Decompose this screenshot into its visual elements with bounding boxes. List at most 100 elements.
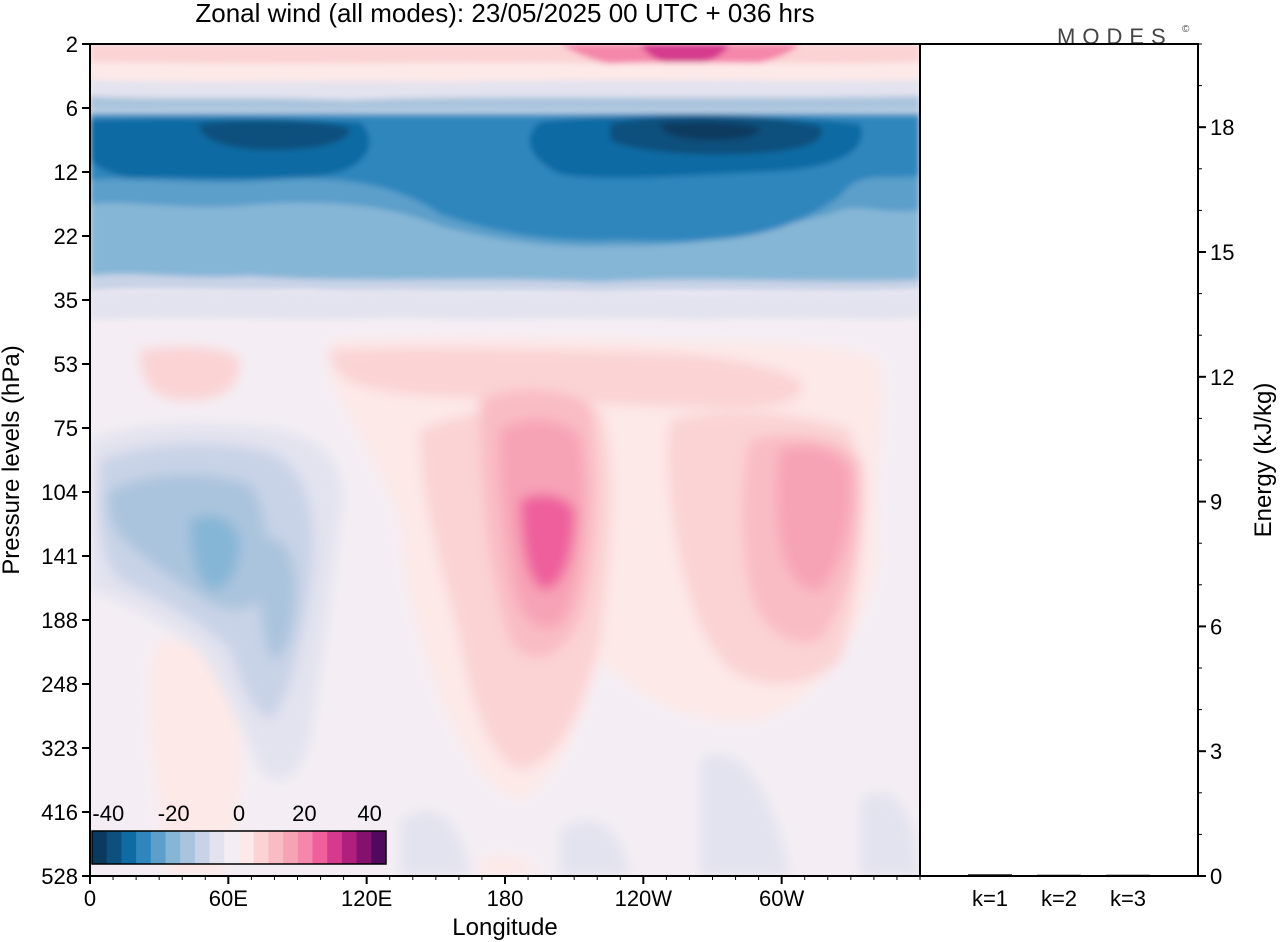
energy-panel: 0 3 6 9 12 15 18 k=1 k=2 k=3 Energy (kJ/kg) [919,43,1277,911]
colorbar-swatch [209,831,225,864]
energy-axis: 0 3 6 9 12 15 18 [1198,43,1234,889]
colorbar-tick-label: 40 [357,801,381,826]
surface-pink-streak [480,855,540,876]
pressure-tick-label: 528 [41,864,78,889]
pressure-tick-label: 6 [66,96,78,121]
colorbar-swatch [121,831,137,864]
colorbar-swatch [92,831,108,864]
colorbar-swatch [341,831,358,864]
westerly-patch-west [140,346,240,401]
surface-streak-1 [400,810,470,876]
colorbar-swatch [297,831,313,864]
energy-tick-label: 15 [1210,240,1234,265]
energy-tick-label: 6 [1210,614,1222,639]
pressure-tick-label: 416 [41,800,78,825]
easterly-peak [660,121,760,140]
westerly-180-core [520,494,575,590]
surface-streak-2 [560,820,630,876]
wavenumber-label: k=1 [972,886,1008,911]
surface-streak-4 [860,792,920,876]
layer-top-blue [90,96,920,114]
energy-axis-label: Energy (kJ/kg) [1250,383,1277,538]
energy-tick-label: 0 [1210,864,1222,889]
colorbar-swatch [150,831,166,864]
chart-title: Zonal wind (all modes): 23/05/2025 00 UT… [195,0,814,28]
wavenumber-label: k=2 [1041,886,1077,911]
colorbar-swatch [371,831,387,864]
colorbar-tick-label: 0 [233,801,245,826]
layer-top-lavender [90,80,920,100]
wavenumber-label: k=3 [1110,886,1146,911]
colorbar-swatch [194,831,211,864]
upper-layers [90,44,920,114]
easterly-lower-core [190,515,240,590]
layer-top-core [640,44,730,65]
longitude-tick-label: 120W [615,886,673,911]
colorbar-frame [91,830,387,865]
y-axis-label: Pressure levels (hPa) [0,345,25,574]
westerly-60w-core [777,445,851,591]
pressure-tick-label: 35 [54,288,78,313]
pressure-tick-label: 2 [66,32,78,57]
pressure-tick-label: 75 [54,416,78,441]
colorbar-tick-label: -20 [158,801,190,826]
colorbar-swatch [180,831,196,864]
colorbar-swatch [165,831,181,864]
pressure-tick-label: 53 [54,352,78,377]
pressure-tick-label: 248 [41,672,78,697]
colorbar-tick-label: 20 [292,801,316,826]
colorbar-swatch [312,831,328,864]
energy-bar [1106,874,1150,877]
westerly-regions [140,336,883,876]
colorbar-swatch [253,831,269,864]
colorbar-swatch [283,831,299,864]
x-axis-label: Longitude [452,914,557,941]
colorbar-labels: -40 -20 0 20 40 [92,801,381,826]
easterly-lower [90,423,343,780]
colorbar-swatch [356,831,372,864]
energy-tick-label: 3 [1210,739,1222,764]
easterly-core [90,110,920,294]
transition-white [90,318,920,338]
colorbar-swatch [239,831,255,864]
longitude-tick-label: 60W [759,886,804,911]
westerly-upper-patch [330,348,802,409]
longitude-tick-label: 60E [209,886,248,911]
easterly-max-west [200,120,350,150]
energy-tick-label: 9 [1210,490,1222,515]
transition-band [90,289,920,338]
colorbar-tick-label: -40 [92,801,124,826]
longitude-axis: 0 60E 120E 180 120W 60W [84,876,921,911]
wavenumber-axis: k=1 k=2 k=3 [972,886,1146,911]
energy-bar [968,874,1012,876]
layer-top-light [90,62,920,82]
pressure-tick-label: 104 [41,480,78,505]
pressure-tick-label: 323 [41,736,78,761]
pressure-axis: 2 6 12 22 35 53 75 104 141 188 248 323 416 528 [41,32,90,889]
pressure-tick-label: 188 [41,608,78,633]
colorbar-swatch [327,831,343,864]
wind-field [90,44,920,876]
colorbar-swatch [106,831,122,864]
pressure-tick-label: 141 [41,544,78,569]
longitude-tick-label: 0 [84,886,96,911]
pressure-tick-label: 12 [54,160,78,185]
longitude-tick-label: 180 [487,886,524,911]
contour-plot: 2 6 12 22 35 53 75 104 141 188 248 323 416 528 0 60E 12… [0,32,921,941]
longitude-tick-label: 120E [341,886,392,911]
colorbar-swatches [92,831,387,864]
surface-layer [400,754,920,876]
colorbar-swatch [136,831,152,864]
colorbar-swatch [224,831,240,864]
colorbar-swatch [268,831,284,864]
energy-frame [919,43,1199,877]
brand-mark: © [1182,24,1190,35]
westerly-low-patch [150,638,242,876]
colorbar: -40 -20 0 20 40 [91,801,387,865]
surface-streak-3 [700,754,790,876]
easterly-lower-blue-east [258,537,296,660]
pressure-tick-label: 22 [54,224,78,249]
energy-bar [1037,874,1081,877]
energy-tick-label: 12 [1210,365,1234,390]
